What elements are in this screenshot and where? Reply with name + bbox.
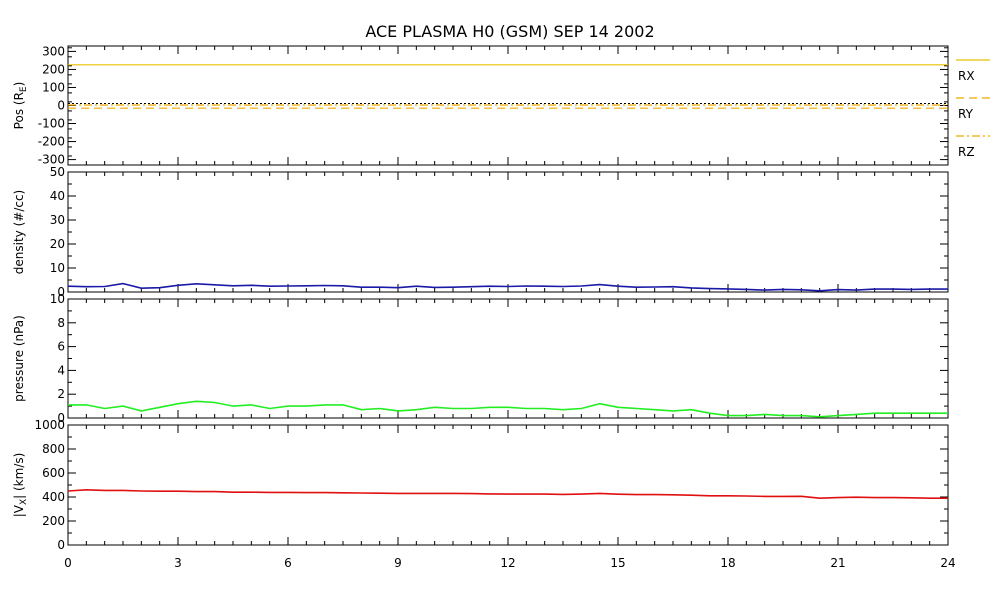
y-tick-label: 0 — [57, 411, 65, 425]
y-tick-label: 30 — [50, 213, 65, 227]
y-tick-label: 40 — [50, 189, 65, 203]
x-tick-label: 9 — [394, 556, 402, 570]
plot-frame-pressure — [67, 298, 949, 419]
panel-vx: 0 200 400 600 800 1000 |VX| (km/s) — [12, 418, 949, 552]
series-line-vx — [67, 488, 948, 500]
legend-label-x: RX — [958, 69, 975, 83]
y-tick-label: 600 — [42, 466, 65, 480]
x-tick-label: 0 — [64, 556, 72, 570]
y-axis-label-vx: |VX| (km/s) — [12, 453, 29, 518]
y-tick-label: 100 — [42, 80, 65, 94]
y-tick-label: 8 — [57, 316, 65, 330]
y-tick-label: 10 — [50, 292, 65, 306]
y-tick-label: 300 — [42, 44, 65, 58]
legend-label-y: RY — [958, 107, 974, 121]
y-tick-label: -300 — [38, 153, 65, 167]
y-tick-label: 10 — [50, 261, 65, 275]
x-tick-label: 12 — [500, 556, 515, 570]
y-tick-label: 20 — [50, 237, 65, 251]
x-tick-label: 3 — [174, 556, 182, 570]
y-tick-label: 4 — [57, 363, 65, 377]
legend-label-z: RZ — [958, 145, 975, 159]
y-tick-label: 800 — [42, 442, 65, 456]
panel-pressure: 0 2 4 6 8 10 pressure (nPa) — [12, 292, 949, 425]
y-tick-label: 200 — [42, 62, 65, 76]
plot-frame-density — [67, 171, 949, 293]
y-tick-label: -100 — [38, 117, 65, 131]
y-tick-label: 0 — [57, 538, 65, 552]
y-tick-label: 200 — [42, 514, 65, 528]
plot-frame-vx — [67, 424, 949, 546]
y-axis-label-pos: Pos (RE) — [12, 82, 29, 130]
y-tick-label: -200 — [38, 135, 65, 149]
y-tick-label: 1000 — [34, 418, 65, 432]
y-tick-label: 0 — [57, 285, 65, 299]
x-tick-label: 24 — [940, 556, 955, 570]
x-tick-label: 18 — [720, 556, 735, 570]
panel-density: 0 10 20 30 40 50 density (#/cc) — [12, 165, 949, 299]
x-tick-label: 15 — [610, 556, 625, 570]
y-axis-label-pressure: pressure (nPa) — [12, 315, 26, 402]
y-axis-label-density: density (#/cc) — [12, 190, 26, 274]
series-line-density — [67, 282, 948, 292]
y-tick-label: 0 — [57, 99, 65, 113]
y-tick-label: 400 — [42, 490, 65, 504]
y-tick-label: 6 — [57, 340, 65, 354]
panel-pos: -300 -200 -100 0 100 200 300 Pos (RE) — [12, 44, 949, 167]
chart-title: ACE PLASMA H0 (GSM) SEP 14 2002 — [365, 22, 654, 41]
x-tick-label: 21 — [830, 556, 845, 570]
y-tick-label: 50 — [50, 165, 65, 179]
y-tick-label: 2 — [57, 387, 65, 401]
series-line-pressure — [68, 400, 948, 418]
x-tick-label: 6 — [284, 556, 292, 570]
